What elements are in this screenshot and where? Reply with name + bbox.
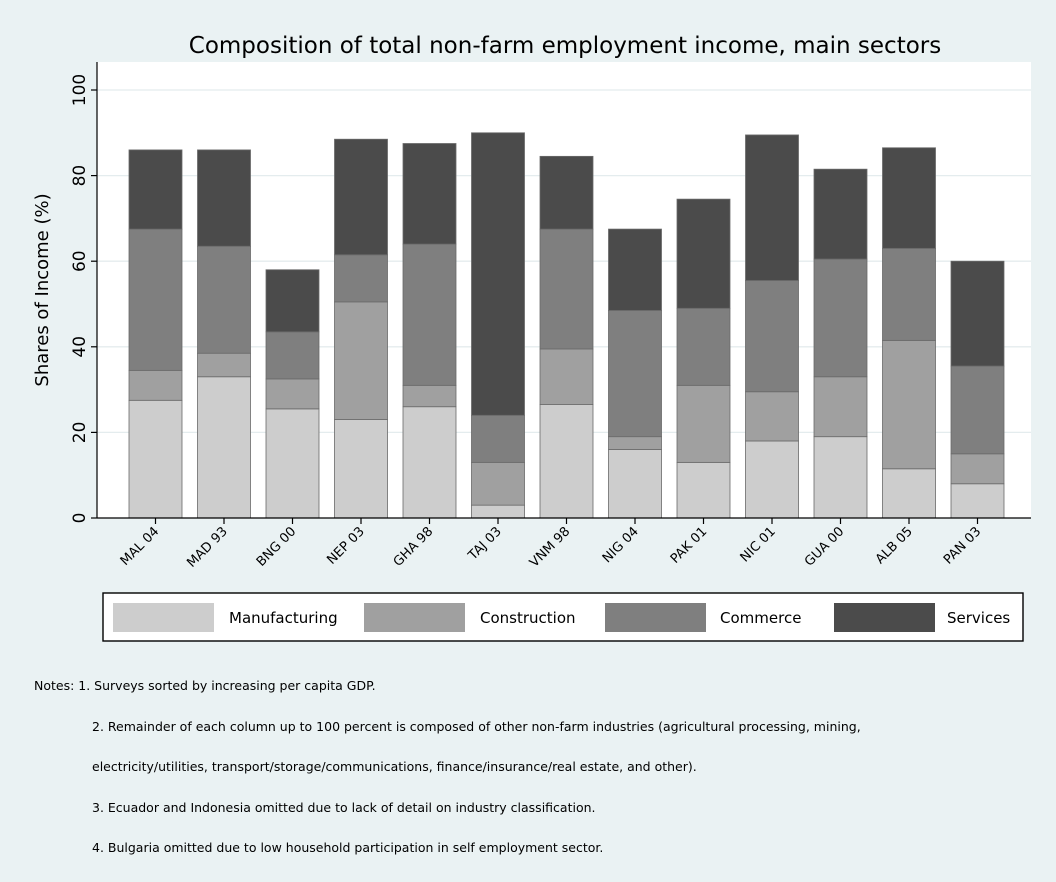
bar-segment-construction [334, 301, 388, 420]
legend: Manufacturing Construction Commerce Service… [102, 592, 1024, 642]
note-line-1: Notes: 1. Surveys sorted by increasing p… [34, 678, 376, 693]
bar-segment-manufacturing [745, 440, 799, 519]
bar-segment-services [813, 168, 868, 260]
legend-swatch-manufacturing [113, 603, 214, 632]
bar-segment-commerce [265, 331, 320, 380]
bar-segment-construction [813, 376, 868, 438]
bar-segment-commerce [882, 247, 936, 341]
bar-segment-services [402, 143, 457, 245]
bar-segment-manufacturing [608, 449, 662, 519]
bar-segment-commerce [197, 245, 251, 354]
bar-segment-services [539, 155, 594, 230]
bar-segment-commerce [813, 258, 868, 378]
y-axis-label: Shares of Income (%) [32, 193, 53, 386]
bar-segment-construction [882, 339, 936, 470]
bar-segment-construction [608, 436, 662, 450]
legend-label-construction: Construction [480, 609, 576, 627]
chart-svg: Composition of total non-farm employment… [32, 33, 1031, 642]
bar-segment-services [882, 147, 936, 249]
bar-segment-services [676, 198, 731, 309]
bar-segment-manufacturing [539, 404, 594, 519]
chart-title: Composition of total non-farm employment… [189, 33, 941, 59]
legend-swatch-services [834, 603, 935, 632]
bar-segment-manufacturing [676, 461, 731, 519]
bar-segment-construction [471, 461, 525, 506]
bar-segment-manufacturing [128, 399, 183, 519]
bars [128, 132, 1005, 519]
chart-figure: Composition of total non-farm employment… [32, 33, 1031, 855]
note-line-4: 3. Ecuador and Indonesia omitted due to … [92, 799, 596, 815]
bar-segment-commerce [745, 280, 799, 393]
bar-segment-commerce [608, 310, 662, 438]
legend-swatch-construction [364, 603, 465, 632]
bar-segment-construction [402, 384, 457, 408]
bar-segment-construction [265, 378, 320, 410]
note-line-5: 4. Bulgaria omitted due to low household… [92, 840, 604, 855]
bar-segment-services [471, 132, 525, 416]
bar-segment-construction [745, 391, 799, 442]
bar-segment-services [950, 260, 1005, 367]
legend-label-services: Services [947, 609, 1010, 627]
y-tick-label: 40 [70, 336, 90, 358]
bar-segment-commerce [950, 365, 1005, 455]
bar-segment-construction [539, 348, 594, 405]
legend-swatch-commerce [605, 603, 706, 632]
legend-label-manufacturing: Manufacturing [229, 609, 338, 627]
bar-segment-construction [197, 352, 251, 378]
bar-segment-services [608, 228, 662, 311]
bar-segment-commerce [539, 228, 594, 350]
bar-segment-manufacturing [334, 419, 388, 519]
bar-segment-manufacturing [813, 436, 868, 519]
note-line-2: 2. Remainder of each column up to 100 pe… [92, 718, 861, 734]
y-axis-ticks: 0 20 40 60 80 100 [70, 74, 97, 524]
bar-segment-commerce [676, 307, 731, 386]
y-tick-label: 100 [70, 74, 90, 106]
bar-segment-manufacturing [265, 408, 320, 519]
bar-segment-manufacturing [882, 468, 936, 519]
bar-segment-services [197, 149, 251, 247]
bar-segment-construction [128, 369, 183, 401]
bar-segment-manufacturing [197, 376, 251, 519]
bar-segment-construction [950, 453, 1005, 485]
bar-segment-manufacturing [950, 483, 1005, 519]
bar-segment-services [265, 269, 320, 333]
y-tick-label: 20 [70, 422, 90, 444]
bar-segment-construction [676, 384, 731, 463]
bar-segment-commerce [128, 228, 183, 371]
bar-segment-manufacturing [471, 504, 525, 519]
bar-segment-commerce [334, 254, 388, 303]
y-tick-label: 0 [70, 513, 90, 524]
bar-segment-commerce [402, 243, 457, 386]
bar-segment-services [745, 134, 799, 281]
bar-segment-services [128, 149, 183, 230]
bar-segment-services [334, 138, 388, 256]
y-tick-label: 80 [70, 165, 90, 187]
legend-label-commerce: Commerce [720, 609, 801, 627]
bar-segment-commerce [471, 414, 525, 463]
y-tick-label: 60 [70, 250, 90, 272]
bar-segment-manufacturing [402, 406, 457, 519]
